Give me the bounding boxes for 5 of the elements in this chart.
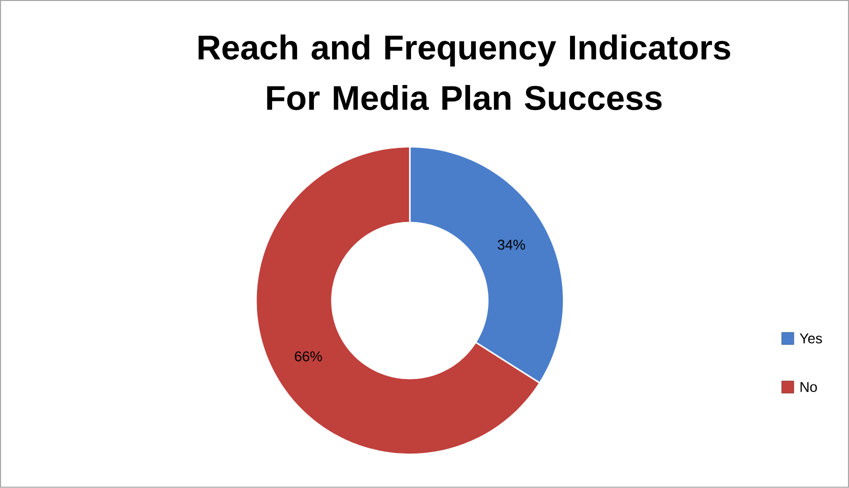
data-label: 34% [498,240,525,250]
legend-label: No [800,382,817,392]
chart-title: Reach and Frequency Indicators For Media Plan Success [198,34,730,110]
data-label: 66% [294,351,322,362]
legend-label: Yes [800,334,822,344]
